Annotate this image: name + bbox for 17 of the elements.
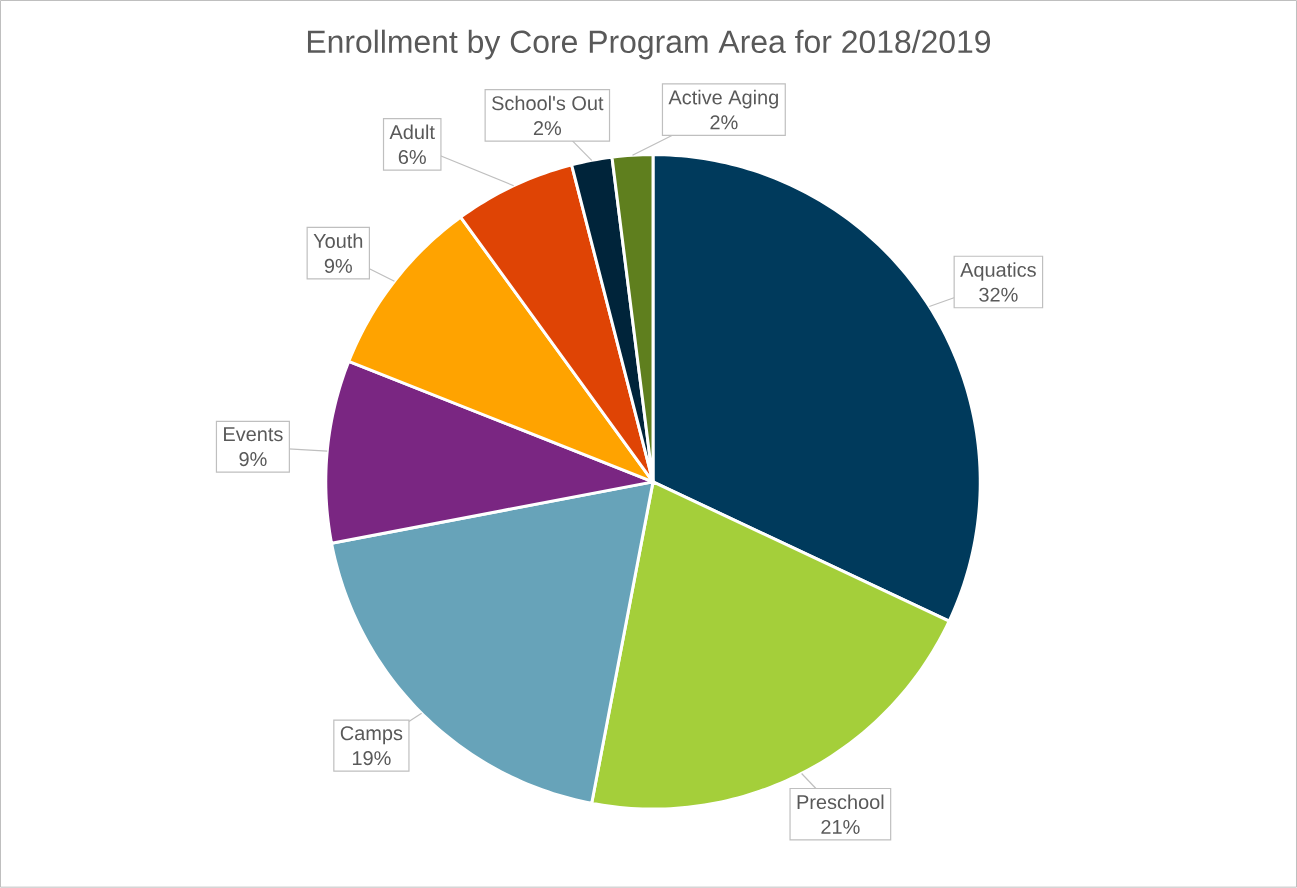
data-label: 19% [352,751,391,766]
data-label: 6% [398,150,426,165]
data-label: 2% [533,121,562,136]
data-label: 2% [710,115,738,130]
slice-label: Events [224,427,283,442]
slice-label: School's Out [492,95,604,111]
data-label: 21% [821,820,860,835]
slice-label: Preschool [797,794,884,810]
slice-label: Active Aging [668,89,778,109]
data-label: 9% [324,259,352,274]
slice-label: Camps [340,726,403,745]
slice-label: Youth [313,233,363,249]
slice-label: Adult [389,124,435,140]
chart-title: Enrollment by Core Program Area for 2018/2019 [307,29,991,60]
data-label: 32% [979,287,1018,302]
slice-label: Aquatics [960,262,1036,281]
data-label: 9% [239,452,267,467]
